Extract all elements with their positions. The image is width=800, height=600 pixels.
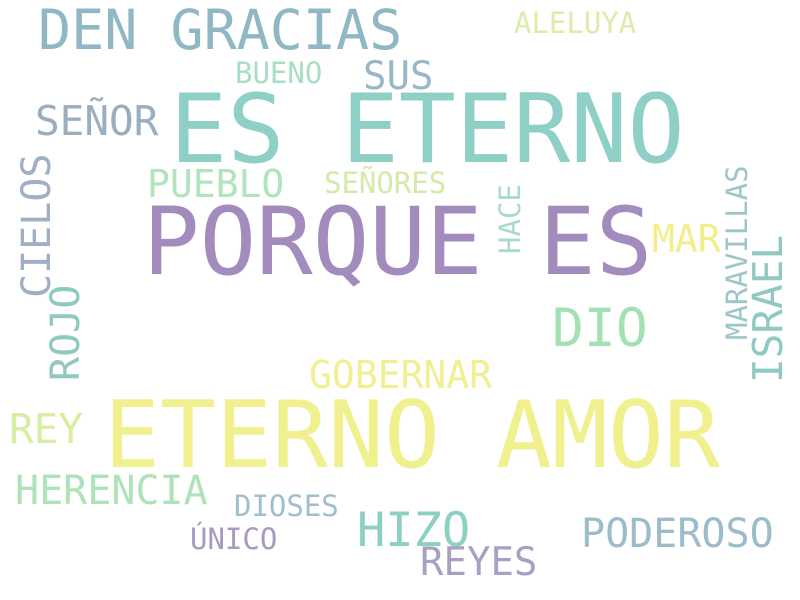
word-bueno: BUENO [235,56,323,90]
word-dio: DIO [552,298,648,359]
word-eterno-amor: ETERNO AMOR [104,381,720,489]
word-reyes: REYES [420,540,538,585]
word-dioses: DIOSES [234,489,339,523]
word-cielos: CIELOS [14,153,60,299]
word-aleluya: ALELUYA [514,6,637,40]
word-es-eterno: ES ETERNO [170,75,685,185]
word-senores: SEÑORES [324,166,447,200]
word-sus: SUS [363,54,434,99]
word-rey: REY [9,405,84,453]
word-senor: SEÑOR [35,97,159,145]
word-unico: ÚNICO [190,522,278,556]
word-gobernar: GOBERNAR [309,353,493,397]
word-herencia: HERENCIA [15,468,208,514]
word-rojo: ROJO [43,284,89,381]
word-israel: ISRAEL [744,234,792,383]
word-porque-es: PORQUE ES [143,188,653,297]
word-mar: MAR [652,217,721,261]
word-hace: HACE [493,184,527,254]
word-poderoso: PODEROSO [581,511,774,557]
word-den-gracias: DEN GRACIAS [38,0,403,62]
word-hizo: HIZO [357,503,471,558]
word-pueblo: PUEBLO [147,162,285,206]
